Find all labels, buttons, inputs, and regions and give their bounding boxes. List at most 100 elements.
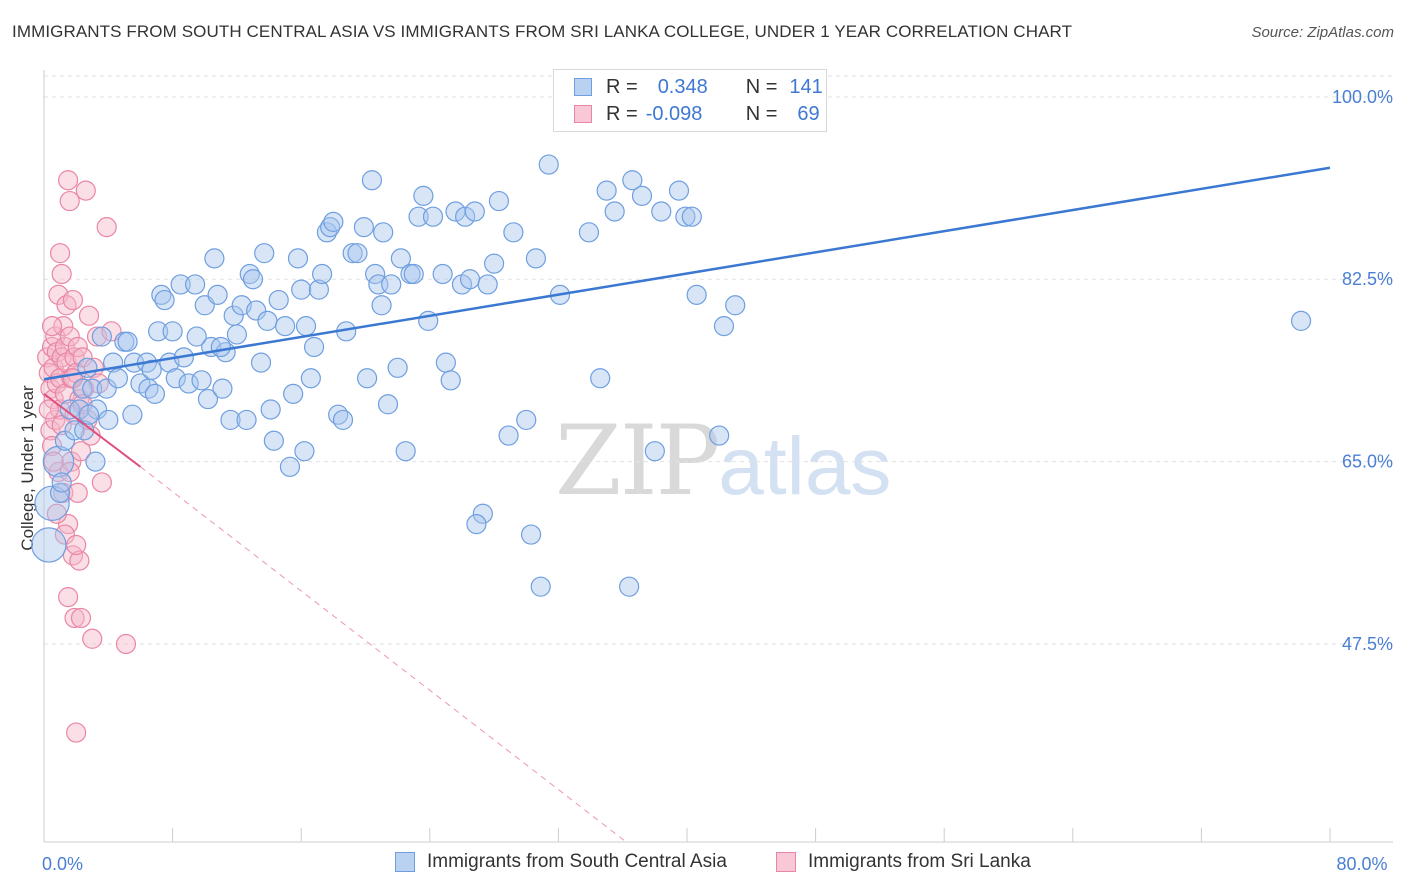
y-tick-label: 65.0% (1342, 452, 1393, 472)
south-central-asia-point (681, 206, 702, 227)
south-central-asia-point (148, 321, 169, 342)
sri-lanka-points (37, 170, 137, 743)
south-central-asia-point (373, 222, 394, 243)
south-central-asia-point (347, 243, 368, 264)
south-central-asia-point (590, 368, 611, 389)
south-central-asia-point (466, 514, 487, 535)
sri-lanka-point (53, 316, 74, 337)
watermark-zip: ZIP (555, 405, 720, 517)
sri-lanka-point (38, 399, 59, 420)
sri-lanka-point (56, 295, 77, 316)
sri-lanka-point (54, 524, 75, 545)
south-central-asia-point (725, 295, 746, 316)
y-tick-label: 100.0% (1332, 87, 1393, 107)
sri-lanka-point (46, 503, 67, 524)
sri-lanka-point (62, 289, 84, 311)
sri-lanka-point (41, 316, 63, 337)
south-central-asia-point (295, 316, 317, 337)
south-central-asia-point (413, 185, 434, 206)
south-central-asia-point (503, 222, 524, 243)
south-central-asia-point (631, 185, 653, 206)
south-central-asia-point (162, 321, 183, 342)
sri-lanka-point (59, 190, 80, 212)
south-central-asia-point (395, 441, 416, 462)
south-central-asia-point (191, 370, 212, 391)
source-credit: Source: ZipAtlas.com (1251, 24, 1394, 41)
legend-r-value: -0.098 (645, 102, 703, 125)
y-tick-label: 82.5% (1342, 269, 1393, 289)
sri-lanka-point (58, 170, 79, 191)
south-central-asia-point (403, 263, 424, 285)
sri-lanka-point (51, 415, 72, 436)
south-central-asia-point (300, 368, 321, 389)
sri-lanka-point (115, 633, 137, 655)
legend-r-value: 0.348 (657, 75, 708, 98)
series-legend-pink: Immigrants from Sri Lanka (776, 851, 1031, 873)
sri-lanka-point (43, 451, 64, 472)
south-central-asia-point (49, 482, 71, 503)
south-central-asia-point (207, 284, 228, 305)
tick-labels: 47.5% 65.0% 82.5% 100.0% 0.0% 80.0% (42, 87, 1393, 874)
south-central-asia-point (455, 206, 476, 227)
sri-lanka-point (58, 586, 79, 608)
sri-lanka-point (51, 263, 72, 285)
south-central-asia-point (578, 222, 600, 243)
sri-lanka-point (67, 482, 88, 503)
sri-lanka-point (64, 607, 85, 629)
sri-lanka-point (75, 180, 96, 201)
south-central-asia-point (361, 170, 383, 191)
south-central-asia-point (464, 201, 485, 222)
pink-swatch-icon (574, 105, 592, 123)
sri-lanka-point (40, 420, 61, 441)
south-central-asia-point (246, 300, 267, 321)
sri-lanka-point (69, 550, 90, 571)
series-legend-blue: Immigrants from South Central Asia (395, 851, 727, 873)
legend-row-blue: R = 0.348 N = 141 (574, 74, 823, 100)
blue-square-icon (395, 852, 415, 872)
south-central-asia-point (668, 180, 690, 201)
south-central-asia-point (170, 274, 191, 295)
south-central-asia-point (604, 201, 625, 222)
south-central-asia-point (42, 445, 75, 478)
south-central-asia-point (651, 201, 672, 222)
south-central-asia-point (440, 370, 461, 391)
sri-lanka-point (67, 336, 88, 358)
south-central-asia-point (422, 206, 444, 227)
grid-lines (44, 75, 1393, 645)
south-central-asia-point (1290, 310, 1312, 332)
south-central-asia-point (283, 383, 304, 404)
south-central-asia-point (254, 243, 275, 264)
south-central-asia-point (371, 295, 392, 316)
sri-lanka-point (49, 243, 71, 264)
south-central-asia-point (675, 206, 696, 227)
south-central-asia-point (69, 399, 90, 420)
sri-lanka-point (37, 347, 58, 368)
south-central-asia-point (644, 441, 665, 462)
sri-lanka-point (91, 472, 112, 493)
pink-trend-extension (140, 466, 627, 843)
south-central-asia-point (484, 253, 505, 274)
south-central-asia-point (408, 206, 429, 227)
south-central-asia-point (308, 279, 329, 300)
x-tick-label: 0.0% (42, 854, 83, 874)
south-central-asia-point (377, 394, 399, 415)
chart-title: IMMIGRANTS FROM SOUTH CENTRAL ASIA VS IM… (12, 22, 1073, 41)
south-central-asia-point (236, 409, 257, 431)
south-central-asia-point (107, 368, 129, 389)
south-central-asia-point (477, 274, 498, 295)
blue-swatch-icon (574, 78, 592, 96)
south-central-asia-point (353, 217, 374, 238)
south-central-asia-point (51, 472, 72, 493)
axes (43, 70, 1393, 843)
south-central-asia-point (220, 409, 241, 431)
trend-lines (43, 166, 1331, 843)
south-central-asia-point (178, 373, 199, 394)
series-name-pink: Immigrants from Sri Lanka (808, 851, 1031, 872)
x-tick-label: 80.0% (1336, 854, 1387, 874)
south-central-asia-point (186, 326, 207, 347)
legend-n-label: N = (745, 102, 778, 125)
sri-lanka-point (66, 722, 87, 743)
south-central-asia-point (525, 248, 546, 269)
south-central-asia-point (390, 248, 411, 269)
